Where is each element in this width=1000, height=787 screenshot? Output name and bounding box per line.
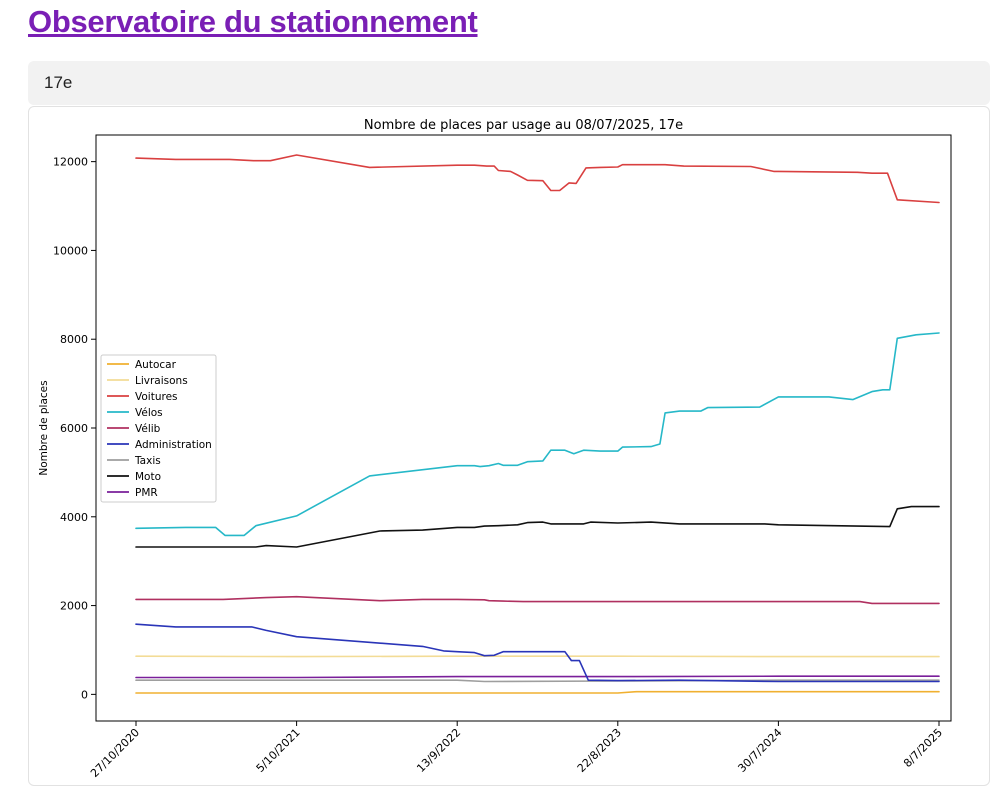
legend-label: Autocar	[135, 359, 177, 371]
legend-label: Taxis	[134, 455, 161, 467]
chart-title: Nombre de places par usage au 08/07/2025…	[364, 118, 683, 133]
x-tick-label: 22/8/2023	[575, 726, 624, 775]
y-tick-label: 2000	[60, 600, 88, 613]
y-tick-label: 8000	[60, 333, 88, 346]
y-tick-label: 4000	[60, 511, 88, 524]
legend: Autocar Livraisons Voitures Vélos Vélib Admin…	[101, 355, 216, 502]
y-tick-label: 0	[81, 688, 88, 701]
y-axis-label: Nombre de places	[38, 380, 50, 475]
y-tick-label: 12000	[53, 156, 88, 169]
x-tick-label: 13/9/2022	[414, 726, 463, 775]
page-title[interactable]: Observatoire du stationnement	[28, 4, 478, 40]
legend-label: Administration	[135, 439, 212, 451]
legend-label: Vélib	[135, 423, 161, 435]
x-tick-label: 5/10/2021	[254, 726, 303, 775]
legend-label: PMR	[135, 487, 158, 499]
x-tick-label: 8/7/2025	[901, 726, 945, 770]
legend-label: Livraisons	[135, 375, 188, 387]
legend-label: Moto	[135, 471, 161, 483]
line-chart: Nombre de places par usage au 08/07/2025…	[29, 107, 991, 787]
arrondissement-selected-value: 17e	[44, 73, 72, 93]
x-axis: 27/10/2020 5/10/2021 13/9/2022 22/8/2023 30/…	[88, 721, 945, 780]
legend-label: Voitures	[135, 391, 178, 403]
y-axis: 0 2000 4000 6000 8000 10000 12000	[53, 156, 96, 702]
arrondissement-selector[interactable]: 17e	[28, 61, 990, 105]
x-tick-label: 30/7/2024	[735, 726, 784, 775]
chart-card: Nombre de places par usage au 08/07/2025…	[28, 106, 990, 786]
x-tick-label: 27/10/2020	[88, 726, 142, 780]
legend-label: Vélos	[135, 407, 163, 419]
y-tick-label: 10000	[53, 244, 88, 257]
y-tick-label: 6000	[60, 422, 88, 435]
plot-area-frame	[96, 135, 951, 721]
